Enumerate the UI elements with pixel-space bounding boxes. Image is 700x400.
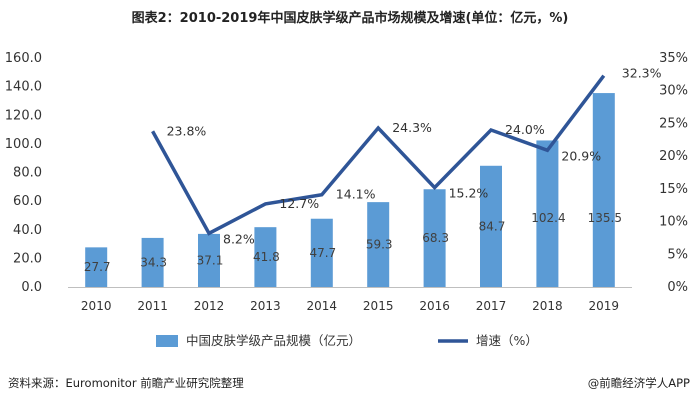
line-value-label: 12.7% bbox=[279, 196, 319, 211]
legend-label-bar: 中国皮肤学级产品规模（亿元） bbox=[186, 333, 361, 348]
y-right-tick-label: 5% bbox=[667, 247, 688, 262]
bar-value-label: 84.7 bbox=[479, 219, 506, 233]
y-left-tick-label: 40.0 bbox=[13, 223, 42, 238]
y-left-tick-label: 140.0 bbox=[5, 80, 42, 95]
chart-title: 图表2：2010-2019年中国皮肤学级产品市场规模及增速(单位：亿元，%) bbox=[131, 11, 569, 26]
bar-value-label: 102.4 bbox=[531, 211, 565, 225]
bar bbox=[85, 247, 108, 287]
line-value-label: 32.3% bbox=[622, 66, 662, 81]
line-value-label: 23.8% bbox=[167, 123, 207, 138]
credit-note: @前瞻经济学人APP bbox=[587, 376, 690, 390]
x-tick-label: 2016 bbox=[419, 299, 450, 313]
bar bbox=[254, 227, 277, 287]
y-right-tick-label: 0% bbox=[667, 280, 688, 295]
y-left-tick-label: 120.0 bbox=[5, 108, 42, 123]
legend-swatch-bar bbox=[156, 335, 178, 347]
bar-value-label: 47.7 bbox=[309, 246, 336, 260]
y-left-tick-label: 100.0 bbox=[5, 137, 42, 152]
bar-value-label: 68.3 bbox=[422, 231, 449, 245]
bar-value-label: 135.5 bbox=[588, 211, 622, 225]
bar bbox=[592, 93, 615, 287]
bar bbox=[423, 189, 446, 287]
bar-value-label: 59.3 bbox=[366, 238, 393, 252]
bar-value-label: 41.8 bbox=[253, 250, 280, 264]
bar-value-label: 34.3 bbox=[140, 255, 167, 269]
x-tick-label: 2018 bbox=[532, 299, 563, 313]
y-left-tick-label: 60.0 bbox=[13, 194, 42, 209]
y-right-tick-label: 20% bbox=[659, 149, 688, 164]
bar bbox=[367, 202, 390, 287]
y-right-tick-label: 10% bbox=[659, 215, 688, 230]
line-value-label: 15.2% bbox=[449, 186, 489, 201]
x-tick-label: 2017 bbox=[476, 299, 507, 313]
line-value-label: 24.3% bbox=[392, 120, 432, 135]
source-note: 资料来源：Euromonitor 前瞻产业研究院整理 bbox=[8, 376, 244, 390]
y-right-tick-label: 25% bbox=[659, 116, 688, 131]
x-tick-label: 2011 bbox=[137, 299, 168, 313]
y-left-tick-label: 160.0 bbox=[5, 51, 42, 66]
x-tick-label: 2015 bbox=[363, 299, 394, 313]
growth-line bbox=[151, 74, 606, 236]
bar bbox=[310, 218, 333, 287]
x-tick-label: 2014 bbox=[307, 299, 338, 313]
bar bbox=[536, 140, 559, 287]
line-value-label: 8.2% bbox=[223, 231, 255, 246]
bar-value-label: 27.7 bbox=[84, 260, 111, 274]
bar bbox=[141, 237, 164, 287]
x-tick-label: 2019 bbox=[589, 299, 620, 313]
line-value-label: 20.9% bbox=[561, 148, 601, 163]
y-left-tick-label: 20.0 bbox=[13, 251, 42, 266]
y-left-tick-label: 0.0 bbox=[21, 280, 42, 295]
x-tick-label: 2010 bbox=[81, 299, 112, 313]
bar bbox=[198, 233, 220, 287]
x-tick-label: 2013 bbox=[250, 299, 281, 313]
bar-value-label: 37.1 bbox=[197, 253, 224, 267]
y-right-tick-label: 30% bbox=[659, 84, 688, 99]
y-left-tick-label: 80.0 bbox=[13, 166, 42, 181]
x-tick-label: 2012 bbox=[194, 299, 225, 313]
legend-label-line: 增速（%） bbox=[476, 333, 538, 348]
line-value-label: 14.1% bbox=[336, 187, 376, 202]
bar bbox=[480, 165, 502, 287]
line-value-label: 24.0% bbox=[505, 122, 545, 137]
y-right-tick-label: 35% bbox=[659, 51, 688, 66]
y-right-tick-label: 15% bbox=[659, 182, 688, 197]
